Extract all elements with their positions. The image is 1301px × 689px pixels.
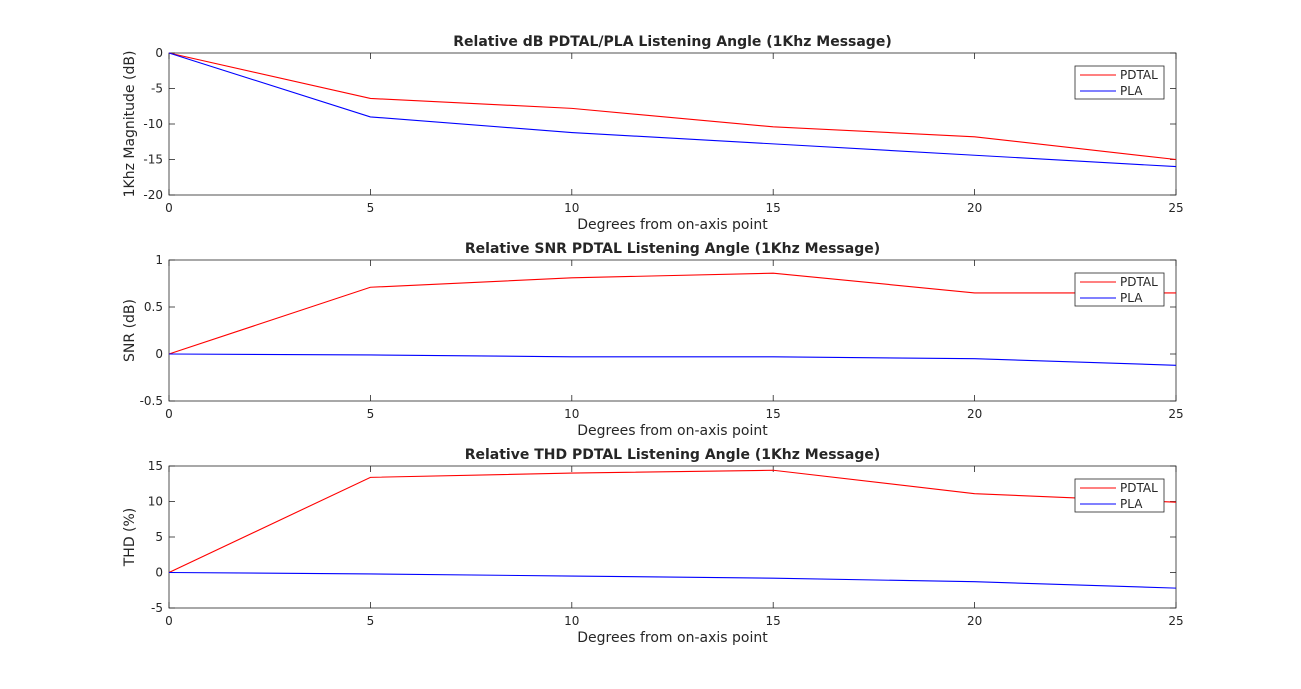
y-axis-label: 1Khz Magnitude (dB) <box>122 51 138 198</box>
legend-label-pdtal: PDTAL <box>1120 481 1158 495</box>
y-tick-label: 1 <box>155 253 163 267</box>
y-tick-label: -0.5 <box>140 394 163 408</box>
x-tick-label: 5 <box>367 407 375 421</box>
series-line-pla <box>168 571 1177 589</box>
x-tick-label: 20 <box>967 407 982 421</box>
x-tick-label: 20 <box>967 614 982 628</box>
y-tick-label: -5 <box>151 82 163 96</box>
x-tick-label: 5 <box>367 614 375 628</box>
x-axis-label: Degrees from on-axis point <box>577 630 768 646</box>
y-tick-label: -5 <box>151 601 163 615</box>
y-tick-label: -15 <box>143 153 163 167</box>
y-axis-label: SNR (dB) <box>122 299 138 362</box>
legend: PDTAL PLA <box>1074 272 1165 307</box>
x-tick-label: 15 <box>766 407 781 421</box>
x-tick-label: 20 <box>967 201 982 215</box>
y-axis-label: THD (%) <box>122 508 138 568</box>
x-tick-label: 25 <box>1168 407 1183 421</box>
x-tick-label: 25 <box>1168 614 1183 628</box>
x-tick-label: 15 <box>766 614 781 628</box>
y-tick-label: 10 <box>148 495 163 509</box>
legend-box <box>1074 272 1165 307</box>
y-tick-label: -20 <box>143 188 163 202</box>
series-line-pdtal <box>168 469 1177 573</box>
x-axis-label: Degrees from on-axis point <box>577 217 768 233</box>
legend: PDTAL PLA <box>1074 478 1165 513</box>
x-tick-label: 0 <box>165 614 173 628</box>
x-tick-label: 10 <box>564 407 579 421</box>
x-tick-label: 5 <box>367 201 375 215</box>
legend-label-pla: PLA <box>1120 84 1143 98</box>
legend-label-pla: PLA <box>1120 497 1143 511</box>
axes-box <box>168 52 1177 196</box>
x-tick-label: 10 <box>564 614 579 628</box>
y-tick-label: 5 <box>155 530 163 544</box>
chart-title: Relative dB PDTAL/PLA Listening Angle (1… <box>453 34 891 50</box>
y-tick-label: -10 <box>143 117 163 131</box>
subplot-1: 0 5 10 15 20 25 -20 -15 -10 -5 0 Relative dB PDTAL/… <box>122 34 1184 233</box>
y-tick-label: 0.5 <box>144 300 163 314</box>
y-tick-label: 0 <box>155 46 163 60</box>
legend-box <box>1074 65 1165 100</box>
legend-label-pla: PLA <box>1120 291 1143 305</box>
series-line-pdtal <box>168 52 1177 161</box>
y-tick-label: 15 <box>148 459 163 473</box>
x-tick-label: 15 <box>766 201 781 215</box>
axes-box <box>168 259 1177 402</box>
legend-label-pdtal: PDTAL <box>1120 275 1158 289</box>
chart-title: Relative THD PDTAL Listening Angle (1Khz… <box>465 447 881 463</box>
y-tick-label: 0 <box>155 347 163 361</box>
series-line-pla <box>168 353 1177 366</box>
series-line-pla <box>168 52 1177 168</box>
series-line-pdtal <box>168 272 1176 355</box>
x-tick-label: 0 <box>165 407 173 421</box>
axes-box <box>168 465 1177 609</box>
legend: PDTAL PLA <box>1074 65 1165 100</box>
chart-title: Relative SNR PDTAL Listening Angle (1Khz… <box>465 241 880 257</box>
x-tick-label: 10 <box>564 201 579 215</box>
x-axis-label: Degrees from on-axis point <box>577 423 768 439</box>
legend-label-pdtal: PDTAL <box>1120 68 1158 82</box>
legend-box <box>1074 478 1165 513</box>
y-tick-label: 0 <box>155 566 163 580</box>
x-tick-label: 25 <box>1168 201 1183 215</box>
x-tick-label: 0 <box>165 201 173 215</box>
